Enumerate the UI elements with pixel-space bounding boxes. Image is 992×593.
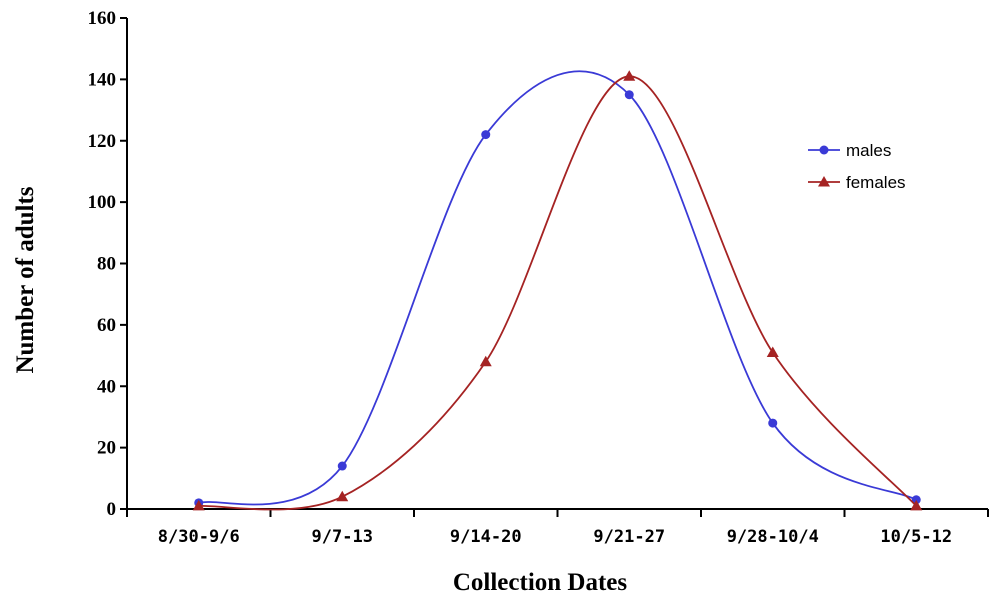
y-tick-label: 60 (97, 315, 116, 336)
series-layer (192, 70, 923, 511)
males-data-point (624, 90, 634, 100)
males-data-point (481, 130, 491, 140)
x-axis-ticks: 8/30-9/6 9/7-13 9/14-20 9/21-27 9/28-10/4 10/… (126, 509, 989, 547)
series-line-males (198, 70, 917, 506)
legend-marker (819, 145, 829, 155)
y-tick-label: 0 (107, 499, 117, 520)
legend-label: males (846, 141, 891, 160)
axes (126, 18, 988, 510)
y-tick-label: 160 (88, 8, 117, 29)
legend: males females (808, 141, 906, 192)
x-tick-label: 8/30-9/6 (158, 527, 240, 547)
series-line-females (198, 75, 917, 511)
y-axis-label: Number of adults (12, 186, 39, 373)
males-data-point (911, 495, 921, 505)
y-tick-label: 20 (97, 438, 116, 459)
y-tick-label: 140 (88, 69, 117, 90)
x-tick-label: 10/5-12 (880, 527, 952, 547)
males-data-point (768, 418, 778, 428)
females-data-point (479, 355, 492, 367)
legend-item-males: males (808, 141, 891, 160)
series-females (192, 70, 923, 511)
x-tick-label: 9/7-13 (312, 527, 373, 547)
x-axis-label: Collection Dates (453, 569, 628, 593)
legend-item-females: females (808, 173, 906, 192)
x-tick-label: 9/28-10/4 (727, 527, 819, 547)
legend-label: females (846, 173, 906, 192)
y-axis-ticks: 0 20 40 60 80 100 120 140 160 (88, 8, 127, 520)
y-tick-label: 80 (97, 254, 116, 275)
females-data-point (623, 70, 636, 81)
females-data-point (336, 490, 349, 502)
y-tick-label: 40 (97, 376, 116, 397)
y-tick-label: 100 (88, 192, 117, 213)
x-tick-label: 9/14-20 (450, 527, 522, 547)
legend-marker (818, 176, 830, 187)
x-tick-label: 9/21-27 (593, 527, 665, 547)
females-data-point (766, 346, 779, 357)
series-males (194, 70, 921, 508)
females-data-point (910, 499, 923, 511)
males-data-point (337, 461, 347, 471)
females-data-point (192, 499, 205, 511)
y-tick-label: 120 (88, 131, 117, 152)
